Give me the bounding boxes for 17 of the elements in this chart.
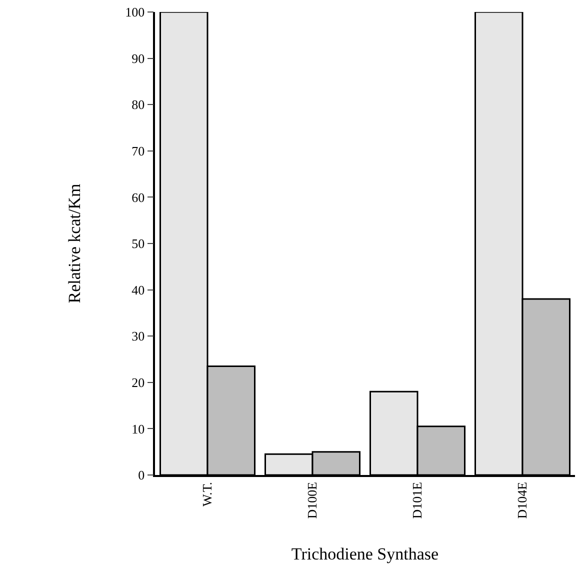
x-tick-label: D100E (304, 482, 320, 519)
y-tick-label: 0 (138, 468, 145, 483)
y-tick-label: 90 (132, 50, 145, 66)
x-axis-title: Trichodiene Synthase (291, 544, 439, 564)
x-tick-label: W.T. (200, 482, 215, 507)
y-tick-label: 60 (132, 190, 145, 205)
x-tick-label: D104E (514, 482, 530, 519)
y-tick-label: 20 (132, 374, 145, 390)
y-tick-label: 100 (125, 4, 145, 20)
y-tick-label: 70 (132, 143, 145, 158)
y-tick-label: 10 (132, 421, 145, 436)
y-tick-label: 30 (132, 328, 145, 344)
y-tick-label: 50 (132, 236, 145, 252)
y-axis-title: Relative kcat/Km (65, 184, 84, 304)
x-tick-label: D101E (410, 482, 425, 519)
y-tick-label: 80 (132, 97, 145, 112)
y-tick-label: 40 (132, 282, 145, 298)
